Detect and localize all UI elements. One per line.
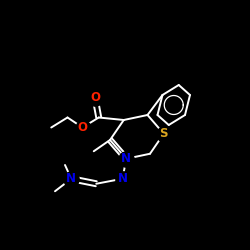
Text: N: N [121,152,131,165]
Text: S: S [160,127,168,140]
Text: O: O [90,91,100,104]
Text: N: N [66,172,76,185]
Text: O: O [78,121,88,134]
Text: N: N [118,172,128,185]
